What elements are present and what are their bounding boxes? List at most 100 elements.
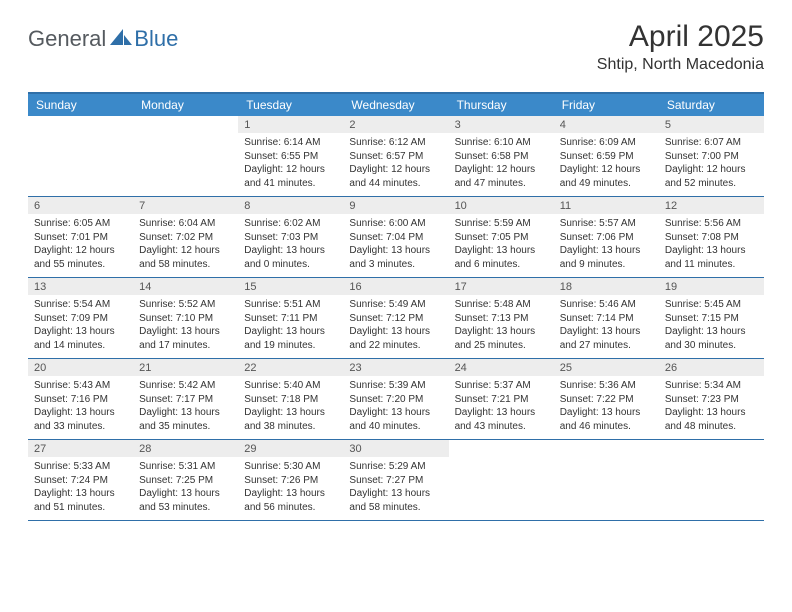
cell-body: Sunrise: 5:34 AMSunset: 7:23 PMDaylight:…	[659, 376, 764, 439]
sunset-text: Sunset: 7:22 PM	[560, 393, 653, 407]
date-number: 29	[238, 440, 343, 457]
sunrise-text: Sunrise: 5:30 AM	[244, 460, 337, 474]
calendar-cell: 14Sunrise: 5:52 AMSunset: 7:10 PMDayligh…	[133, 278, 238, 358]
calendar-cell: 22 Sunrise: 5:40 AMSunset: 7:18 PMDayligh…	[238, 359, 343, 439]
daylight-text: Daylight: 13 hours and 0 minutes.	[244, 244, 337, 271]
cell-body: Sunrise: 6:14 AMSunset: 6:55 PMDaylight:…	[238, 133, 343, 196]
weeks-container: 1Sunrise: 6:14 AMSunset: 6:55 PMDaylight…	[28, 116, 764, 521]
date-number: 8	[238, 197, 343, 214]
daylight-text: Daylight: 13 hours and 14 minutes.	[34, 325, 127, 352]
calendar-cell: 19Sunrise: 5:45 AMSunset: 7:15 PMDayligh…	[659, 278, 764, 358]
calendar-cell: 2Sunrise: 6:12 AMSunset: 6:57 PMDaylight…	[343, 116, 448, 196]
daylight-text: Daylight: 13 hours and 46 minutes.	[560, 406, 653, 433]
sunrise-text: Sunrise: 5:40 AM	[244, 379, 337, 393]
date-number: 30	[343, 440, 448, 457]
sunrise-text: Sunrise: 5:56 AM	[665, 217, 758, 231]
date-number: 13	[28, 278, 133, 295]
week-row: 1Sunrise: 6:14 AMSunset: 6:55 PMDaylight…	[28, 116, 764, 197]
day-header-row: Sunday Monday Tuesday Wednesday Thursday…	[28, 94, 764, 116]
daylight-text: Daylight: 13 hours and 48 minutes.	[665, 406, 758, 433]
cell-body: Sunrise: 5:36 AMSunset: 7:22 PMDaylight:…	[554, 376, 659, 439]
date-number: 21	[133, 359, 238, 376]
date-number: 14	[133, 278, 238, 295]
sunset-text: Sunset: 7:23 PM	[665, 393, 758, 407]
date-number: 20	[28, 359, 133, 376]
sunrise-text: Sunrise: 5:33 AM	[34, 460, 127, 474]
date-number: 10	[449, 197, 554, 214]
cell-body: Sunrise: 5:39 AMSunset: 7:20 PMDaylight:…	[343, 376, 448, 439]
sunset-text: Sunset: 6:55 PM	[244, 150, 337, 164]
date-number: 25	[554, 359, 659, 376]
date-number: 15	[238, 278, 343, 295]
cell-body: Sunrise: 6:07 AMSunset: 7:00 PMDaylight:…	[659, 133, 764, 196]
sunrise-text: Sunrise: 5:59 AM	[455, 217, 548, 231]
sunrise-text: Sunrise: 6:00 AM	[349, 217, 442, 231]
date-number: 27	[28, 440, 133, 457]
calendar-cell: 26Sunrise: 5:34 AMSunset: 7:23 PMDayligh…	[659, 359, 764, 439]
location-text: Shtip, North Macedonia	[597, 56, 764, 74]
cell-body: Sunrise: 6:02 AMSunset: 7:03 PMDaylight:…	[238, 214, 343, 277]
date-number: 22	[238, 359, 343, 376]
day-header-sat: Saturday	[659, 94, 764, 116]
calendar-cell: 5Sunrise: 6:07 AMSunset: 7:00 PMDaylight…	[659, 116, 764, 196]
sunrise-text: Sunrise: 5:46 AM	[560, 298, 653, 312]
week-row: 13Sunrise: 5:54 AMSunset: 7:09 PMDayligh…	[28, 278, 764, 359]
cell-body: Sunrise: 6:10 AMSunset: 6:58 PMDaylight:…	[449, 133, 554, 196]
calendar-cell: 6Sunrise: 6:05 AMSunset: 7:01 PMDaylight…	[28, 197, 133, 277]
sunset-text: Sunset: 7:20 PM	[349, 393, 442, 407]
cell-body: Sunrise: 5:31 AMSunset: 7:25 PMDaylight:…	[133, 457, 238, 520]
logo-sail-icon	[110, 27, 132, 52]
daylight-text: Daylight: 13 hours and 25 minutes.	[455, 325, 548, 352]
sunset-text: Sunset: 7:03 PM	[244, 231, 337, 245]
cell-body: Sunrise: 6:00 AMSunset: 7:04 PMDaylight:…	[343, 214, 448, 277]
daylight-text: Daylight: 12 hours and 52 minutes.	[665, 163, 758, 190]
sunset-text: Sunset: 7:13 PM	[455, 312, 548, 326]
daylight-text: Daylight: 12 hours and 47 minutes.	[455, 163, 548, 190]
sunset-text: Sunset: 7:00 PM	[665, 150, 758, 164]
calendar-cell: 7Sunrise: 6:04 AMSunset: 7:02 PMDaylight…	[133, 197, 238, 277]
daylight-text: Daylight: 13 hours and 11 minutes.	[665, 244, 758, 271]
cell-body: Sunrise: 5:37 AMSunset: 7:21 PMDaylight:…	[449, 376, 554, 439]
daylight-text: Daylight: 13 hours and 38 minutes.	[244, 406, 337, 433]
header-row: General Blue April 2025 Shtip, North Mac…	[28, 20, 764, 74]
sunset-text: Sunset: 7:18 PM	[244, 393, 337, 407]
daylight-text: Daylight: 13 hours and 17 minutes.	[139, 325, 232, 352]
date-number: 3	[449, 116, 554, 133]
daylight-text: Daylight: 13 hours and 33 minutes.	[34, 406, 127, 433]
sunrise-text: Sunrise: 6:10 AM	[455, 136, 548, 150]
sunset-text: Sunset: 7:14 PM	[560, 312, 653, 326]
logo-text-blue: Blue	[134, 26, 178, 52]
sunset-text: Sunset: 7:16 PM	[34, 393, 127, 407]
sunset-text: Sunset: 7:27 PM	[349, 474, 442, 488]
sunrise-text: Sunrise: 5:36 AM	[560, 379, 653, 393]
logo-text-general: General	[28, 26, 106, 52]
sunset-text: Sunset: 7:02 PM	[139, 231, 232, 245]
sunset-text: Sunset: 7:01 PM	[34, 231, 127, 245]
sunrise-text: Sunrise: 5:39 AM	[349, 379, 442, 393]
sunset-text: Sunset: 7:24 PM	[34, 474, 127, 488]
day-header-fri: Friday	[554, 94, 659, 116]
calendar-cell: 11Sunrise: 5:57 AMSunset: 7:06 PMDayligh…	[554, 197, 659, 277]
calendar-cell	[449, 440, 554, 520]
calendar-cell: 10Sunrise: 5:59 AMSunset: 7:05 PMDayligh…	[449, 197, 554, 277]
day-header-wed: Wednesday	[343, 94, 448, 116]
daylight-text: Daylight: 13 hours and 9 minutes.	[560, 244, 653, 271]
logo: General Blue	[28, 20, 178, 52]
day-header-sun: Sunday	[28, 94, 133, 116]
sunset-text: Sunset: 6:59 PM	[560, 150, 653, 164]
daylight-text: Daylight: 12 hours and 55 minutes.	[34, 244, 127, 271]
week-row: 6Sunrise: 6:05 AMSunset: 7:01 PMDaylight…	[28, 197, 764, 278]
calendar-cell: 20Sunrise: 5:43 AMSunset: 7:16 PMDayligh…	[28, 359, 133, 439]
sunrise-text: Sunrise: 6:07 AM	[665, 136, 758, 150]
sunset-text: Sunset: 7:11 PM	[244, 312, 337, 326]
cell-body: Sunrise: 5:29 AMSunset: 7:27 PMDaylight:…	[343, 457, 448, 520]
calendar-cell: 15Sunrise: 5:51 AMSunset: 7:11 PMDayligh…	[238, 278, 343, 358]
date-number: 26	[659, 359, 764, 376]
daylight-text: Daylight: 13 hours and 56 minutes.	[244, 487, 337, 514]
date-number: 5	[659, 116, 764, 133]
date-number: 7	[133, 197, 238, 214]
title-block: April 2025 Shtip, North Macedonia	[597, 20, 764, 74]
cell-body: Sunrise: 5:30 AMSunset: 7:26 PMDaylight:…	[238, 457, 343, 520]
sunrise-text: Sunrise: 5:52 AM	[139, 298, 232, 312]
calendar-cell: 24Sunrise: 5:37 AMSunset: 7:21 PMDayligh…	[449, 359, 554, 439]
